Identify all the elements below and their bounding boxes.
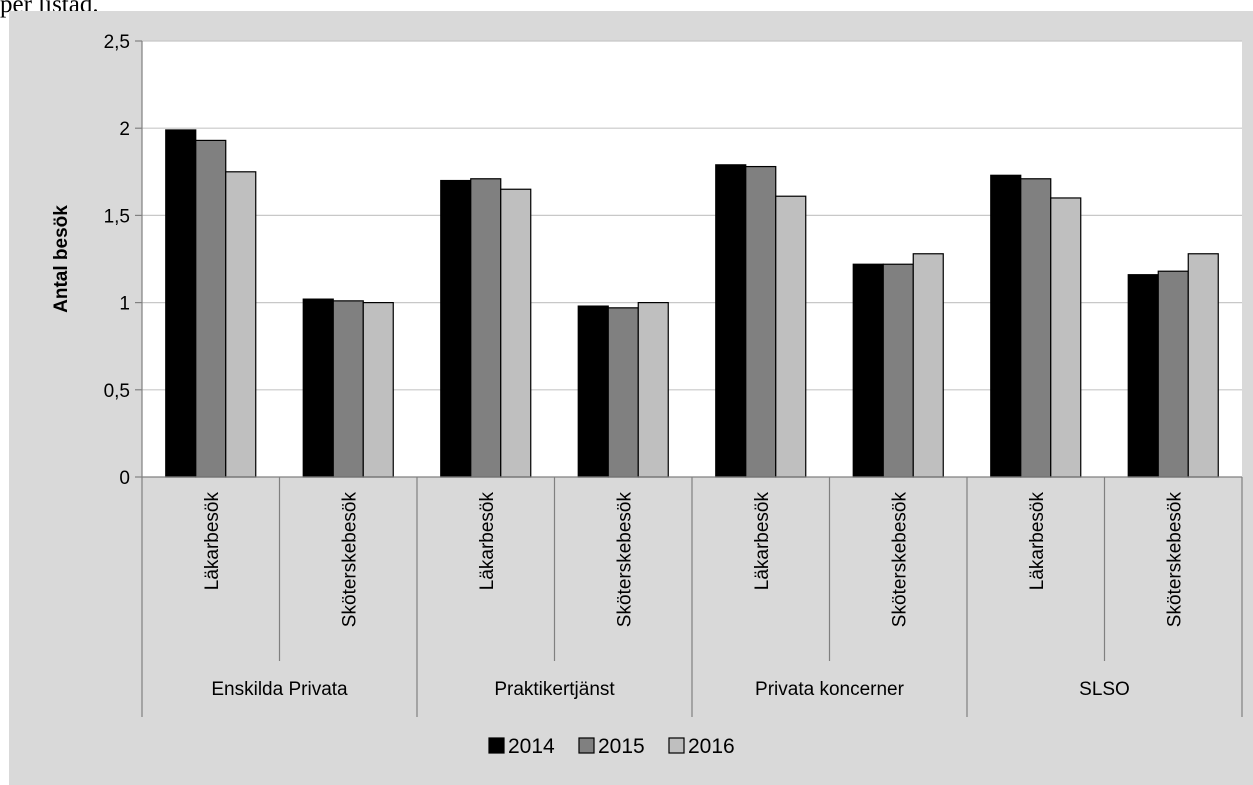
bar-2015-5 bbox=[745, 165, 777, 478]
bar-2014-4 bbox=[577, 305, 609, 478]
y-tick-label: 1,5 bbox=[104, 206, 130, 227]
y-tick-label: 1 bbox=[119, 294, 130, 315]
subcategory-label: Läkarbesök bbox=[202, 492, 223, 591]
y-tick-label: 2 bbox=[119, 119, 130, 140]
subcategory-label: Läkarbesök bbox=[1027, 492, 1048, 591]
subcategory-label: Läkarbesök bbox=[752, 492, 773, 591]
y-tick-label: 2,5 bbox=[104, 32, 130, 53]
bar-2015-6 bbox=[882, 263, 914, 478]
chart-panel: 0 0,5 1 1,5 2 2,5 Antal besök Läkarbesök Sköters… bbox=[9, 11, 1253, 785]
legend-swatch-2014 bbox=[488, 737, 505, 754]
group-label: Privata koncerner bbox=[755, 679, 905, 700]
bar-2014-1 bbox=[165, 129, 197, 478]
bar-2016-4 bbox=[637, 302, 669, 478]
bar-2014-7 bbox=[990, 174, 1022, 478]
bar-2015-2 bbox=[332, 300, 364, 478]
group-label: Enskilda Privata bbox=[211, 679, 348, 700]
bar-2016-8 bbox=[1187, 253, 1219, 478]
bar-2015-8 bbox=[1157, 270, 1189, 478]
legend-swatch-2016 bbox=[668, 737, 685, 754]
bar-2014-5 bbox=[715, 164, 747, 478]
bar-2016-6 bbox=[912, 253, 944, 478]
bar-2016-2 bbox=[362, 302, 394, 478]
bar-2014-3 bbox=[440, 179, 472, 478]
legend-label-2016: 2016 bbox=[688, 735, 735, 758]
bar-2014-2 bbox=[302, 298, 334, 478]
bar-2015-4 bbox=[607, 307, 639, 478]
group-label: Praktikertjänst bbox=[494, 679, 615, 700]
bar-2015-3 bbox=[470, 178, 502, 478]
y-axis-title: Antal besök bbox=[51, 205, 72, 313]
subcategory-label: Läkarbesök bbox=[477, 492, 498, 591]
subcategory-label: Sköterskebesök bbox=[1164, 492, 1185, 628]
bar-2016-7 bbox=[1050, 197, 1082, 478]
bar-2016-3 bbox=[500, 188, 532, 478]
bar-2015-7 bbox=[1020, 178, 1052, 478]
legend-label-2015: 2015 bbox=[598, 735, 645, 758]
y-tick-label: 0,5 bbox=[104, 381, 130, 402]
y-tick-label: 0 bbox=[119, 468, 130, 489]
bar-2014-6 bbox=[852, 263, 884, 478]
subcategory-label: Sköterskebesök bbox=[889, 492, 910, 628]
legend-swatch-2015 bbox=[578, 737, 595, 754]
bar-2015-1 bbox=[195, 139, 227, 478]
subcategory-label: Sköterskebesök bbox=[339, 492, 360, 628]
subcategory-label: Sköterskebesök bbox=[614, 492, 635, 628]
legend-label-2014: 2014 bbox=[508, 735, 555, 758]
bar-2014-8 bbox=[1127, 274, 1159, 478]
bar-chart: 0 0,5 1 1,5 2 2,5 Antal besök Läkarbesök Sköters… bbox=[51, 32, 1243, 758]
group-label: SLSO bbox=[1079, 679, 1130, 700]
bar-2016-1 bbox=[225, 171, 257, 478]
bar-2016-5 bbox=[775, 195, 807, 478]
